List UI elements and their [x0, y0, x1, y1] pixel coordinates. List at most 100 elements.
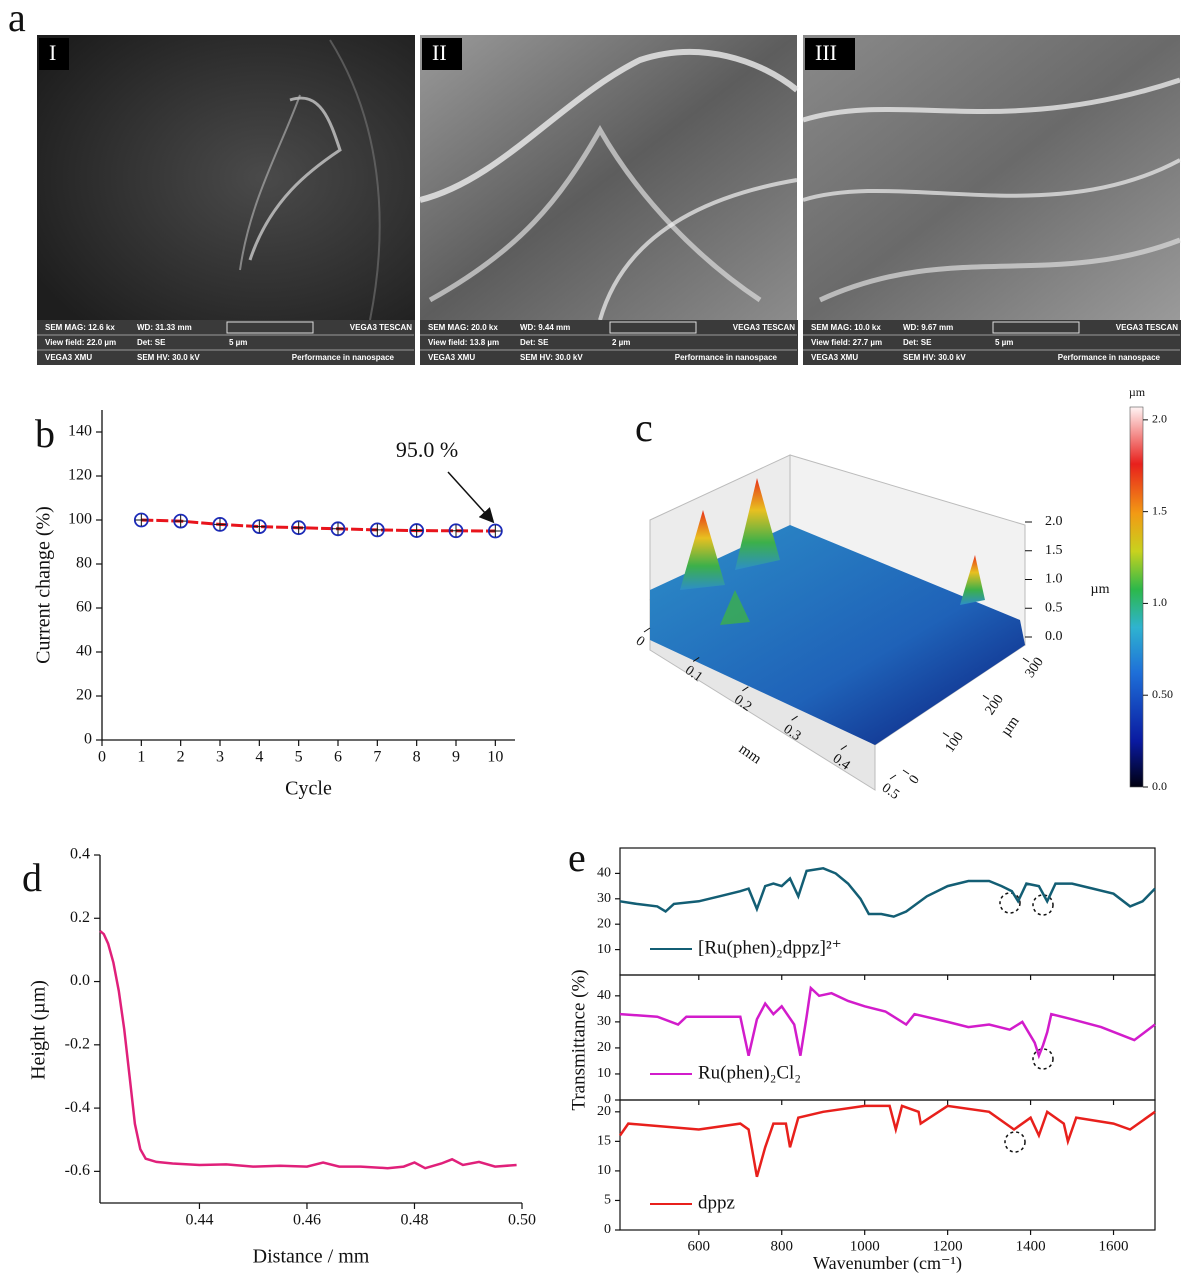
info-bar	[37, 320, 415, 365]
colorbar-tick-label: 0.50	[1152, 687, 1173, 701]
colorbar-title: µm	[1129, 385, 1146, 399]
marker	[448, 523, 464, 539]
x-tick	[791, 715, 798, 721]
surface-plot	[648, 454, 1027, 791]
x-tick-label: 8	[413, 749, 421, 766]
info-text: View field: 27.7 µm	[811, 338, 882, 347]
x-tick	[643, 627, 651, 633]
colorbar-label: µm	[1091, 582, 1110, 597]
info-text: View field: 22.0 µm	[45, 338, 116, 347]
sem-info: SEM MAG: 12.6 kx WD: 31.33 mm VEGA3 TESCAN…	[37, 320, 415, 365]
marker-circle	[487, 523, 503, 539]
marker-cross	[450, 524, 462, 537]
y-tick-label: 40	[597, 988, 611, 1003]
scale-bar	[609, 321, 697, 334]
y-tick-label: 100	[943, 730, 967, 756]
marker	[133, 512, 149, 528]
y-axis-label: Transmittance (%)	[568, 969, 589, 1110]
x-tick	[692, 656, 700, 662]
info-text: SEM HV: 30.0 kV	[520, 353, 583, 362]
y-axis-label: Height (µm)	[28, 980, 50, 1080]
x-tick-label: 0.5	[879, 781, 902, 803]
y-tick-label: 10	[597, 1163, 611, 1178]
x-tick-label: 1000	[850, 1238, 880, 1254]
x-tick-label: 0.46	[293, 1212, 321, 1229]
marker-circle	[173, 513, 189, 529]
panel-label: e	[568, 835, 586, 880]
y-tick-label: 0	[84, 731, 92, 748]
x-tick-label: 6	[334, 749, 342, 766]
info-text: VEGA3 TESCAN	[1116, 323, 1178, 332]
z-tick-label: 0.5	[1045, 600, 1063, 615]
marker-cross	[253, 520, 266, 533]
info-text: VEGA3 XMU	[811, 353, 858, 362]
x-tick-label: 1200	[933, 1238, 963, 1254]
y-tick-label: 20	[597, 916, 611, 931]
info-text: 5 µm	[229, 338, 247, 347]
x-tick	[742, 686, 749, 692]
x-tick-label: 10	[487, 749, 503, 766]
y-tick-label: 10	[597, 942, 611, 957]
z-tick-label: 1.5	[1045, 543, 1063, 558]
data-line	[99, 929, 517, 1170]
panel-label: a	[8, 0, 26, 40]
x-tick-label: 600	[688, 1238, 711, 1254]
x-tick-label: 0.50	[508, 1212, 536, 1229]
marker	[487, 523, 503, 539]
x-tick-label: 5	[295, 749, 303, 766]
y-tick-label: 20	[597, 1040, 611, 1055]
y-tick-label: 120	[68, 467, 92, 484]
marker-cross	[489, 525, 502, 537]
marker-circle	[133, 512, 149, 528]
data-line	[141, 518, 496, 533]
marker-circle	[409, 523, 425, 538]
info-bar	[803, 320, 1181, 365]
y-tick-label: 20	[76, 687, 92, 704]
y-tick-label: 0.4	[70, 846, 90, 863]
x-tick-label: 9	[452, 749, 460, 766]
x-tick-label: 1600	[1099, 1238, 1129, 1254]
info-text: SEM MAG: 10.0 kx	[811, 323, 881, 332]
info-text: SEM HV: 30.0 kV	[137, 353, 200, 362]
info-text: SEM HV: 30.0 kV	[903, 353, 966, 362]
marker-circle	[291, 520, 307, 536]
y-tick-label: 0	[907, 773, 923, 787]
y-tick-label: 0.0	[70, 972, 90, 989]
marker-circle	[448, 523, 464, 539]
info-text: VEGA3 XMU	[45, 353, 92, 362]
y-tick-label: 200	[983, 692, 1007, 718]
info-text: Performance in nanospace	[1058, 353, 1161, 362]
z-tick-label: 1.0	[1045, 572, 1063, 587]
y-tick-label: 0.2	[70, 909, 90, 926]
marker-cross	[410, 524, 423, 537]
info-text: SEM MAG: 12.6 kx	[45, 323, 115, 332]
image-tag	[39, 38, 69, 70]
z-tick-label: 2.0	[1045, 514, 1063, 529]
x-axis-label: mm	[736, 741, 765, 768]
y-tick-label: 40	[597, 866, 611, 881]
scale-bar	[226, 321, 314, 334]
y-tick-label: -0.2	[65, 1035, 90, 1052]
y-tick-label: -0.4	[65, 1099, 90, 1116]
marker	[251, 519, 267, 534]
image-label: II	[432, 40, 447, 65]
y-tick-label: 0	[604, 1092, 611, 1107]
scale-bar	[992, 321, 1080, 334]
image-tag	[805, 38, 855, 70]
marker	[291, 520, 307, 536]
x-tick-label: 0	[98, 749, 106, 766]
info-text: Det: SE	[903, 338, 932, 347]
colorbar	[1129, 406, 1144, 788]
y-tick-label: 5	[604, 1193, 611, 1208]
x-tick-label: 0	[633, 634, 647, 650]
panel-label: b	[35, 411, 55, 456]
y-tick-label: 300	[1023, 655, 1047, 681]
marker-cross	[292, 521, 305, 534]
y-tick-label: 20	[597, 1104, 611, 1119]
x-tick-label: 800	[770, 1238, 793, 1254]
info-text: VEGA3 TESCAN	[350, 323, 412, 332]
data-line	[618, 1104, 1156, 1178]
data-line	[619, 867, 1156, 918]
info-text: Performance in nanospace	[292, 353, 395, 362]
